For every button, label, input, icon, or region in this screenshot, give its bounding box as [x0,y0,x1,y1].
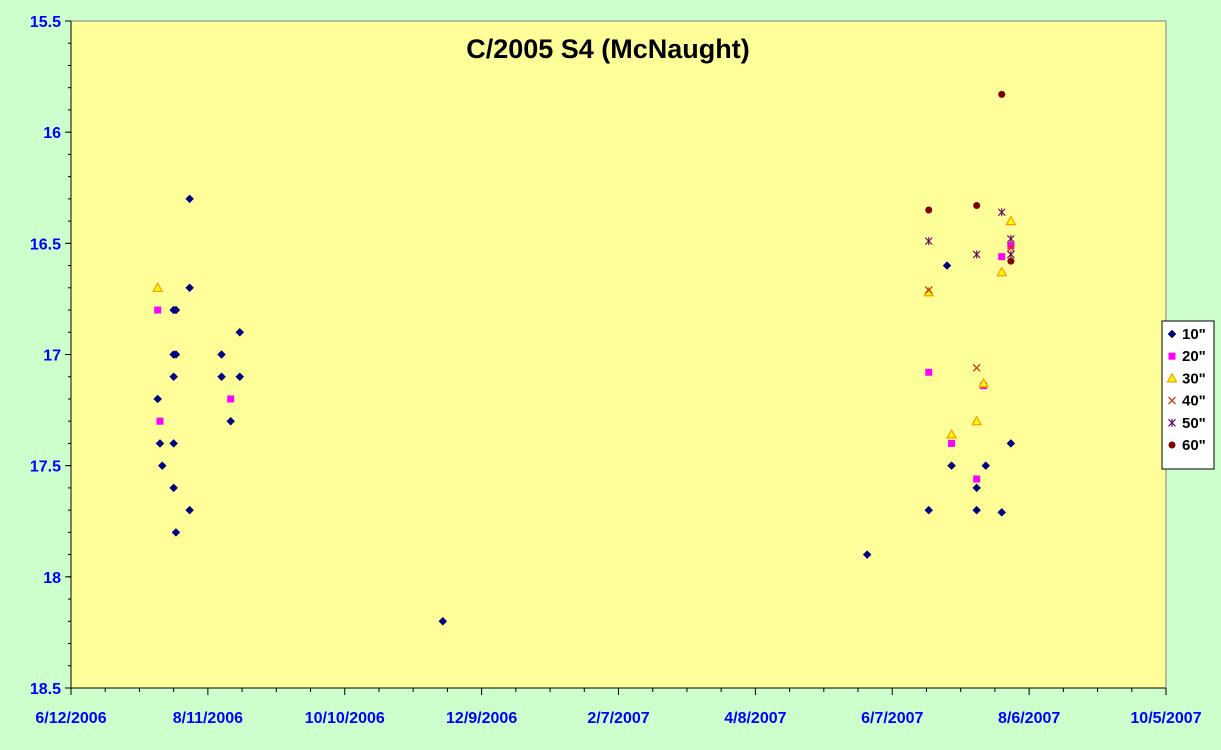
y-tick-label: 15.5 [30,14,61,31]
data-point [1007,257,1015,265]
data-point [171,528,181,537]
data-point [227,395,235,403]
x-tick-label: 10/5/2007 [1130,710,1201,727]
data-point [169,483,179,493]
data-point [997,208,1006,217]
legend-label: 40" [1182,393,1206,410]
data-point [1006,439,1016,448]
x-tick-label: 8/11/2006 [173,710,243,727]
legend-marker [1168,396,1176,405]
data-point [156,417,164,425]
data-point [438,616,448,626]
data-point [946,428,958,439]
data-point [155,439,165,448]
data-point [924,505,934,515]
data-point [862,550,872,559]
data-point [1006,234,1015,243]
data-point [185,283,194,293]
data-point [153,394,163,404]
x-axis-ticks: 6/12/2006 8/11/2006 10/10/2006 12/9/2006 2/7… [35,688,1202,727]
data-point [1006,243,1015,252]
data-point [1005,215,1017,226]
x-tick-label: 2/7/2007 [587,710,649,727]
data-point [977,377,990,388]
y-tick-label: 17 [43,348,61,365]
legend-item: 40" [1168,393,1206,410]
data-point [925,206,933,214]
data-point [171,305,181,315]
data-point [217,372,226,382]
y-tick-label: 17.5 [30,459,61,476]
y-tick-label: 16.5 [30,236,61,253]
legend-item: 20" [1168,348,1206,365]
x-tick-label: 12/9/2006 [446,710,517,727]
x-tick-label: 6/7/2007 [861,710,923,727]
legend-item: 30" [1166,370,1206,387]
data-point [152,282,164,292]
data-point [981,461,991,471]
data-point [996,266,1008,277]
data-point [947,461,956,471]
data-point [948,439,956,447]
data-point [997,508,1007,517]
data-point [972,250,981,259]
legend-marker [1166,372,1178,383]
legend-item: 50" [1168,415,1206,432]
data-point [942,261,952,270]
legend-marker [1168,441,1176,449]
x-tick-label: 4/8/2007 [724,710,786,727]
data-point [226,416,236,426]
data-point [971,415,983,426]
legend-item: 60" [1168,437,1206,454]
data-marks [152,90,1017,626]
data-point [1007,242,1015,250]
x-tick-label: 6/12/2006 [35,710,106,727]
data-point [171,350,181,359]
y-tick-label: 18.5 [30,681,61,698]
data-point [973,475,981,483]
data-point [972,363,981,372]
x-tick-label: 8/6/2007 [998,710,1060,727]
data-point [217,350,226,359]
legend: 10" 20" 30" 40" 50" 60" [1161,320,1215,470]
data-point [973,202,981,210]
data-point [169,439,179,448]
data-point [972,483,982,493]
data-point [998,90,1006,98]
legend-marker [1168,418,1176,427]
legend-label: 20" [1182,348,1206,365]
legend-marker [1168,352,1176,360]
data-point [972,505,982,515]
legend-label: 10" [1182,326,1206,343]
data-point [925,368,933,376]
chart-title: C/2005 S4 (McNaught) [466,34,750,64]
legend-marker [1167,329,1177,339]
data-point [185,505,194,515]
data-point [924,286,933,294]
data-point [998,253,1006,261]
y-tick-label: 16 [43,125,61,142]
data-point [185,194,194,204]
data-point [924,237,933,246]
data-point [154,306,162,314]
plot-area [70,20,1167,689]
legend-label: 60" [1182,437,1206,454]
y-tick-label: 18 [43,570,61,587]
data-point [157,461,167,471]
data-point [169,372,179,382]
x-tick-label: 10/10/2006 [305,710,385,727]
data-point [235,372,245,382]
data-point [1006,250,1015,259]
data-point [235,327,245,337]
legend-item: 10" [1167,326,1206,343]
legend-label: 50" [1182,415,1206,432]
legend-label: 30" [1182,370,1206,387]
y-axis-ticks: 15.5 16 16.5 17 17.5 18 18.5 [30,14,71,698]
